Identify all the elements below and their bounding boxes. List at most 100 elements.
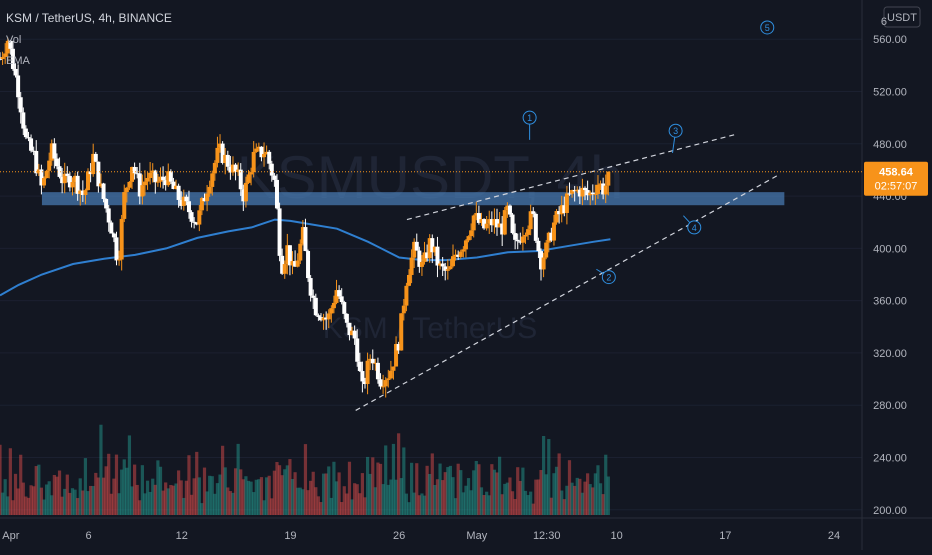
candle-body: [176, 185, 181, 200]
volume-bar: [210, 476, 214, 515]
volume-bar: [554, 466, 559, 515]
candle-body: [259, 146, 264, 158]
volume-bar: [516, 467, 520, 515]
volume-bar: [293, 472, 297, 515]
volume-bar: [133, 464, 137, 515]
candle-body: [280, 255, 285, 274]
volume-bar: [34, 466, 38, 515]
trend-lines[interactable]: [355, 134, 779, 411]
candle-body: [272, 175, 277, 180]
candle-body: [518, 241, 523, 243]
volume-bar: [360, 473, 365, 515]
volume-bar: [135, 484, 139, 515]
candle-body: [533, 213, 538, 241]
candle-body: [137, 173, 142, 197]
candle-body: [476, 213, 481, 223]
volume-bar: [89, 485, 93, 515]
candle-body: [65, 173, 70, 176]
price-tick-label: 560.00: [873, 34, 907, 46]
candle-body: [417, 250, 422, 267]
volume-bar: [353, 483, 357, 515]
volume-bar: [78, 478, 82, 515]
volume-bar: [44, 484, 49, 515]
volume-bar: [130, 486, 134, 515]
candle-body: [18, 97, 23, 113]
candle-body: [161, 176, 166, 181]
volume-bar: [347, 461, 352, 515]
volume-bar: [39, 487, 44, 515]
volume-bar: [422, 495, 427, 515]
wave-labels[interactable]: 1 2 3 4 5: [522, 20, 775, 285]
volume-bar: [446, 467, 450, 515]
time-axis[interactable]: Apr 6 12 19 26 May 12:30 10 17 24: [0, 517, 932, 542]
candle-body: [47, 160, 52, 171]
candle-body: [225, 154, 230, 167]
volume-bar: [464, 485, 468, 515]
candle-body: [303, 227, 308, 252]
resistance-zone-rect: [41, 192, 785, 206]
candle-body: [344, 313, 349, 323]
volume-indicator-label[interactable]: Vol: [6, 34, 21, 46]
candle-body: [62, 173, 67, 184]
volume-bar: [601, 494, 605, 515]
volume-bar: [529, 491, 533, 515]
candle-body: [54, 158, 59, 167]
resistance-zone[interactable]: [41, 192, 785, 206]
symbol-title[interactable]: KSM / TetherUS, 4h, BINANCE: [6, 11, 172, 25]
candle-body: [218, 143, 223, 148]
price-tick-label: 480.00: [873, 139, 907, 151]
volume-bar: [0, 444, 2, 515]
volume-bar: [241, 479, 245, 515]
volume-bar: [508, 477, 512, 515]
candle-body: [168, 171, 173, 182]
candle-body: [482, 219, 487, 229]
candle-body: [262, 153, 267, 158]
volume-bar: [327, 466, 331, 515]
volume-bar: [122, 459, 126, 515]
candle-body: [386, 378, 391, 381]
ema-line[interactable]: [0, 218, 611, 297]
candle-body: [220, 143, 225, 163]
volume-bar: [487, 495, 491, 515]
volume-bar: [112, 478, 116, 515]
volume-bar: [451, 477, 455, 515]
candle-body: [451, 256, 456, 267]
time-tick-label: 6: [85, 530, 91, 542]
volume-bar: [438, 463, 442, 515]
candle-body: [5, 40, 10, 54]
candle-body: [409, 257, 414, 275]
volume-bar: [86, 491, 90, 515]
volume-bar: [536, 479, 541, 515]
volume-bar: [120, 469, 124, 515]
candle-body: [243, 182, 248, 202]
volume-bar: [570, 482, 574, 515]
ema-indicator-label[interactable]: EMA: [6, 55, 31, 67]
candle-body: [106, 208, 111, 223]
candle-body: [456, 254, 461, 257]
candle-body: [381, 386, 386, 388]
candle-body: [443, 266, 448, 271]
wave-circle: [668, 123, 683, 138]
candle-body: [98, 183, 103, 187]
volume-bar: [433, 484, 437, 515]
volume-bar: [267, 475, 271, 515]
candle-body: [471, 215, 476, 231]
candle-body: [445, 269, 450, 271]
volume-bar: [231, 492, 235, 515]
volume-bar: [145, 480, 150, 515]
channel-line: [406, 134, 735, 221]
candle-body: [603, 185, 608, 195]
candle-body: [207, 186, 212, 194]
candle-body: [396, 343, 401, 351]
currency-badge[interactable]: [883, 6, 921, 28]
volume-bar: [254, 479, 258, 515]
candle-body: [391, 366, 396, 371]
candle-body: [34, 150, 39, 174]
volume-bar: [399, 478, 403, 515]
candle-body: [515, 239, 520, 242]
candle-body: [497, 223, 502, 228]
volume-bar: [158, 466, 163, 515]
candle-body: [404, 285, 409, 306]
